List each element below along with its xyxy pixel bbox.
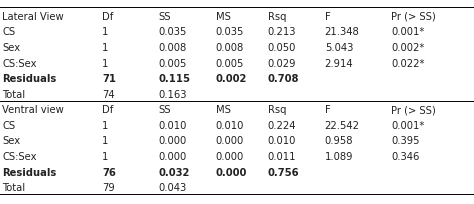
Text: 0.000: 0.000 bbox=[216, 136, 244, 146]
Text: 0.213: 0.213 bbox=[268, 27, 296, 37]
Text: Pr (> SS): Pr (> SS) bbox=[391, 105, 436, 115]
Text: F: F bbox=[325, 12, 330, 22]
Text: CS: CS bbox=[2, 27, 16, 37]
Text: 2.914: 2.914 bbox=[325, 58, 353, 68]
Text: 0.010: 0.010 bbox=[216, 120, 244, 130]
Text: Rsq: Rsq bbox=[268, 12, 286, 22]
Text: 0.035: 0.035 bbox=[216, 27, 244, 37]
Text: 76: 76 bbox=[102, 167, 116, 177]
Text: SS: SS bbox=[159, 12, 171, 22]
Text: Lateral View: Lateral View bbox=[2, 12, 64, 22]
Text: 74: 74 bbox=[102, 89, 115, 99]
Text: Ventral view: Ventral view bbox=[2, 105, 64, 115]
Text: 0.008: 0.008 bbox=[216, 43, 244, 53]
Text: 0.395: 0.395 bbox=[391, 136, 419, 146]
Text: 0.005: 0.005 bbox=[159, 58, 187, 68]
Text: 0.043: 0.043 bbox=[159, 182, 187, 192]
Text: Pr (> SS): Pr (> SS) bbox=[391, 12, 436, 22]
Text: MS: MS bbox=[216, 12, 230, 22]
Text: 0.005: 0.005 bbox=[216, 58, 244, 68]
Text: SS: SS bbox=[159, 105, 171, 115]
Text: Residuals: Residuals bbox=[2, 167, 56, 177]
Text: Total: Total bbox=[2, 182, 26, 192]
Text: 0.000: 0.000 bbox=[216, 151, 244, 161]
Text: 0.000: 0.000 bbox=[159, 136, 187, 146]
Text: 5.043: 5.043 bbox=[325, 43, 353, 53]
Text: 1.089: 1.089 bbox=[325, 151, 353, 161]
Text: 0.010: 0.010 bbox=[159, 120, 187, 130]
Text: 0.008: 0.008 bbox=[159, 43, 187, 53]
Text: 0.346: 0.346 bbox=[391, 151, 419, 161]
Text: CS:Sex: CS:Sex bbox=[2, 151, 37, 161]
Text: 0.035: 0.035 bbox=[159, 27, 187, 37]
Text: 0.958: 0.958 bbox=[325, 136, 353, 146]
Text: 0.000: 0.000 bbox=[216, 167, 247, 177]
Text: 0.708: 0.708 bbox=[268, 74, 299, 84]
Text: 21.348: 21.348 bbox=[325, 27, 359, 37]
Text: 0.224: 0.224 bbox=[268, 120, 296, 130]
Text: 0.002: 0.002 bbox=[216, 74, 247, 84]
Text: 71: 71 bbox=[102, 74, 116, 84]
Text: 0.002*: 0.002* bbox=[391, 43, 424, 53]
Text: Residuals: Residuals bbox=[2, 74, 56, 84]
Text: Sex: Sex bbox=[2, 136, 20, 146]
Text: 0.029: 0.029 bbox=[268, 58, 296, 68]
Text: F: F bbox=[325, 105, 330, 115]
Text: 0.000: 0.000 bbox=[159, 151, 187, 161]
Text: MS: MS bbox=[216, 105, 230, 115]
Text: CS: CS bbox=[2, 120, 16, 130]
Text: Total: Total bbox=[2, 89, 26, 99]
Text: 0.050: 0.050 bbox=[268, 43, 296, 53]
Text: 0.001*: 0.001* bbox=[391, 27, 424, 37]
Text: Df: Df bbox=[102, 105, 113, 115]
Text: 0.115: 0.115 bbox=[159, 74, 191, 84]
Text: 0.163: 0.163 bbox=[159, 89, 187, 99]
Text: 0.001*: 0.001* bbox=[391, 120, 424, 130]
Text: 1: 1 bbox=[102, 151, 108, 161]
Text: Sex: Sex bbox=[2, 43, 20, 53]
Text: 22.542: 22.542 bbox=[325, 120, 360, 130]
Text: 1: 1 bbox=[102, 58, 108, 68]
Text: 0.032: 0.032 bbox=[159, 167, 190, 177]
Text: CS:Sex: CS:Sex bbox=[2, 58, 37, 68]
Text: Rsq: Rsq bbox=[268, 105, 286, 115]
Text: 1: 1 bbox=[102, 27, 108, 37]
Text: 1: 1 bbox=[102, 120, 108, 130]
Text: 0.010: 0.010 bbox=[268, 136, 296, 146]
Text: 79: 79 bbox=[102, 182, 115, 192]
Text: 0.022*: 0.022* bbox=[391, 58, 425, 68]
Text: 0.756: 0.756 bbox=[268, 167, 300, 177]
Text: 1: 1 bbox=[102, 136, 108, 146]
Text: 1: 1 bbox=[102, 43, 108, 53]
Text: Df: Df bbox=[102, 12, 113, 22]
Text: 0.011: 0.011 bbox=[268, 151, 296, 161]
